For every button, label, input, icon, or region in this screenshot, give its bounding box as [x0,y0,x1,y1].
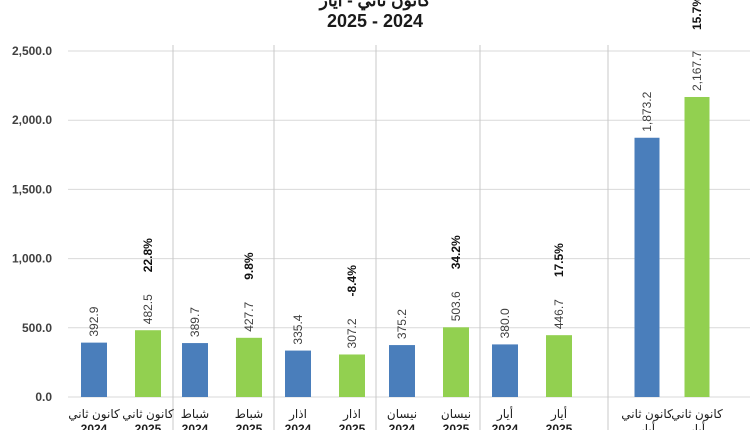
category-year-label: 2025 [236,422,263,430]
category-label: اذار [288,407,307,422]
data-label: 375.2 [395,309,409,339]
data-label: 389.7 [188,307,202,337]
category-year-label: 2025 [339,422,366,430]
data-label: 427.7 [242,301,256,331]
category-label: كانون ثاني [122,407,174,422]
category-label: نيسان [441,407,471,421]
bar [182,343,208,397]
category-year-label: 2024 [182,422,209,430]
change-label: 22.8% [141,238,155,272]
bar [135,330,161,397]
y-tick-label: 0.0 [35,390,52,404]
category-year-label: 2024 [81,422,108,430]
change-label: 15.7% [690,0,704,30]
category-year-label: 2025 [135,422,162,430]
bar [236,337,262,397]
y-tick-label: 1,000.0 [12,252,52,266]
data-label: 482.5 [141,294,155,324]
bar [285,350,311,397]
category-year-label: 2025 [443,422,470,430]
category-year-label: 2025 [546,422,573,430]
y-tick-label: 1,500.0 [12,182,52,196]
bar [492,344,518,397]
chart-subtitle: 2025 - 2024 [326,11,424,31]
data-label: 380.0 [498,308,512,338]
bar [684,96,710,397]
change-label: -8.4% [345,265,359,297]
category-year-label: 2024 [389,422,416,430]
bar [339,354,365,397]
y-tick-label: 2,500.0 [12,44,52,58]
change-label: 9.8% [242,252,256,280]
data-label: 2,167.7 [690,51,704,91]
data-label: 335.4 [291,314,305,344]
bar [634,137,660,397]
bar [389,345,415,397]
category-label: أيار [550,406,567,422]
bar [81,342,107,397]
category-label: شباط [181,407,209,421]
data-label: 1,873.2 [640,91,654,131]
y-tick-label: 2,000.0 [12,113,52,127]
category-label: نيسان [387,407,417,421]
bar [443,327,469,397]
category-label: كانون ثاني [671,407,723,422]
chart-title: كانون ثاني - أيار [319,0,431,10]
category-label: شباط [235,407,263,421]
bar [546,335,572,397]
category-year-label: 2024 [492,422,519,430]
data-label: 392.9 [87,306,101,336]
category-label-line2: أيار [638,421,655,430]
y-tick-label: 500.0 [22,321,52,335]
data-label: 446.7 [552,299,566,329]
change-label: 34.2% [449,235,463,269]
category-label: أيار [496,406,513,422]
category-label: اذار [342,407,361,422]
category-year-label: 2024 [285,422,312,430]
data-label: 503.6 [449,291,463,321]
category-label-line2: أيار [688,421,705,430]
change-label: 17.5% [552,243,566,277]
data-label: 307.2 [345,318,359,348]
category-label: كانون ثاني [68,407,120,422]
category-label: كانون ثاني [621,407,673,422]
